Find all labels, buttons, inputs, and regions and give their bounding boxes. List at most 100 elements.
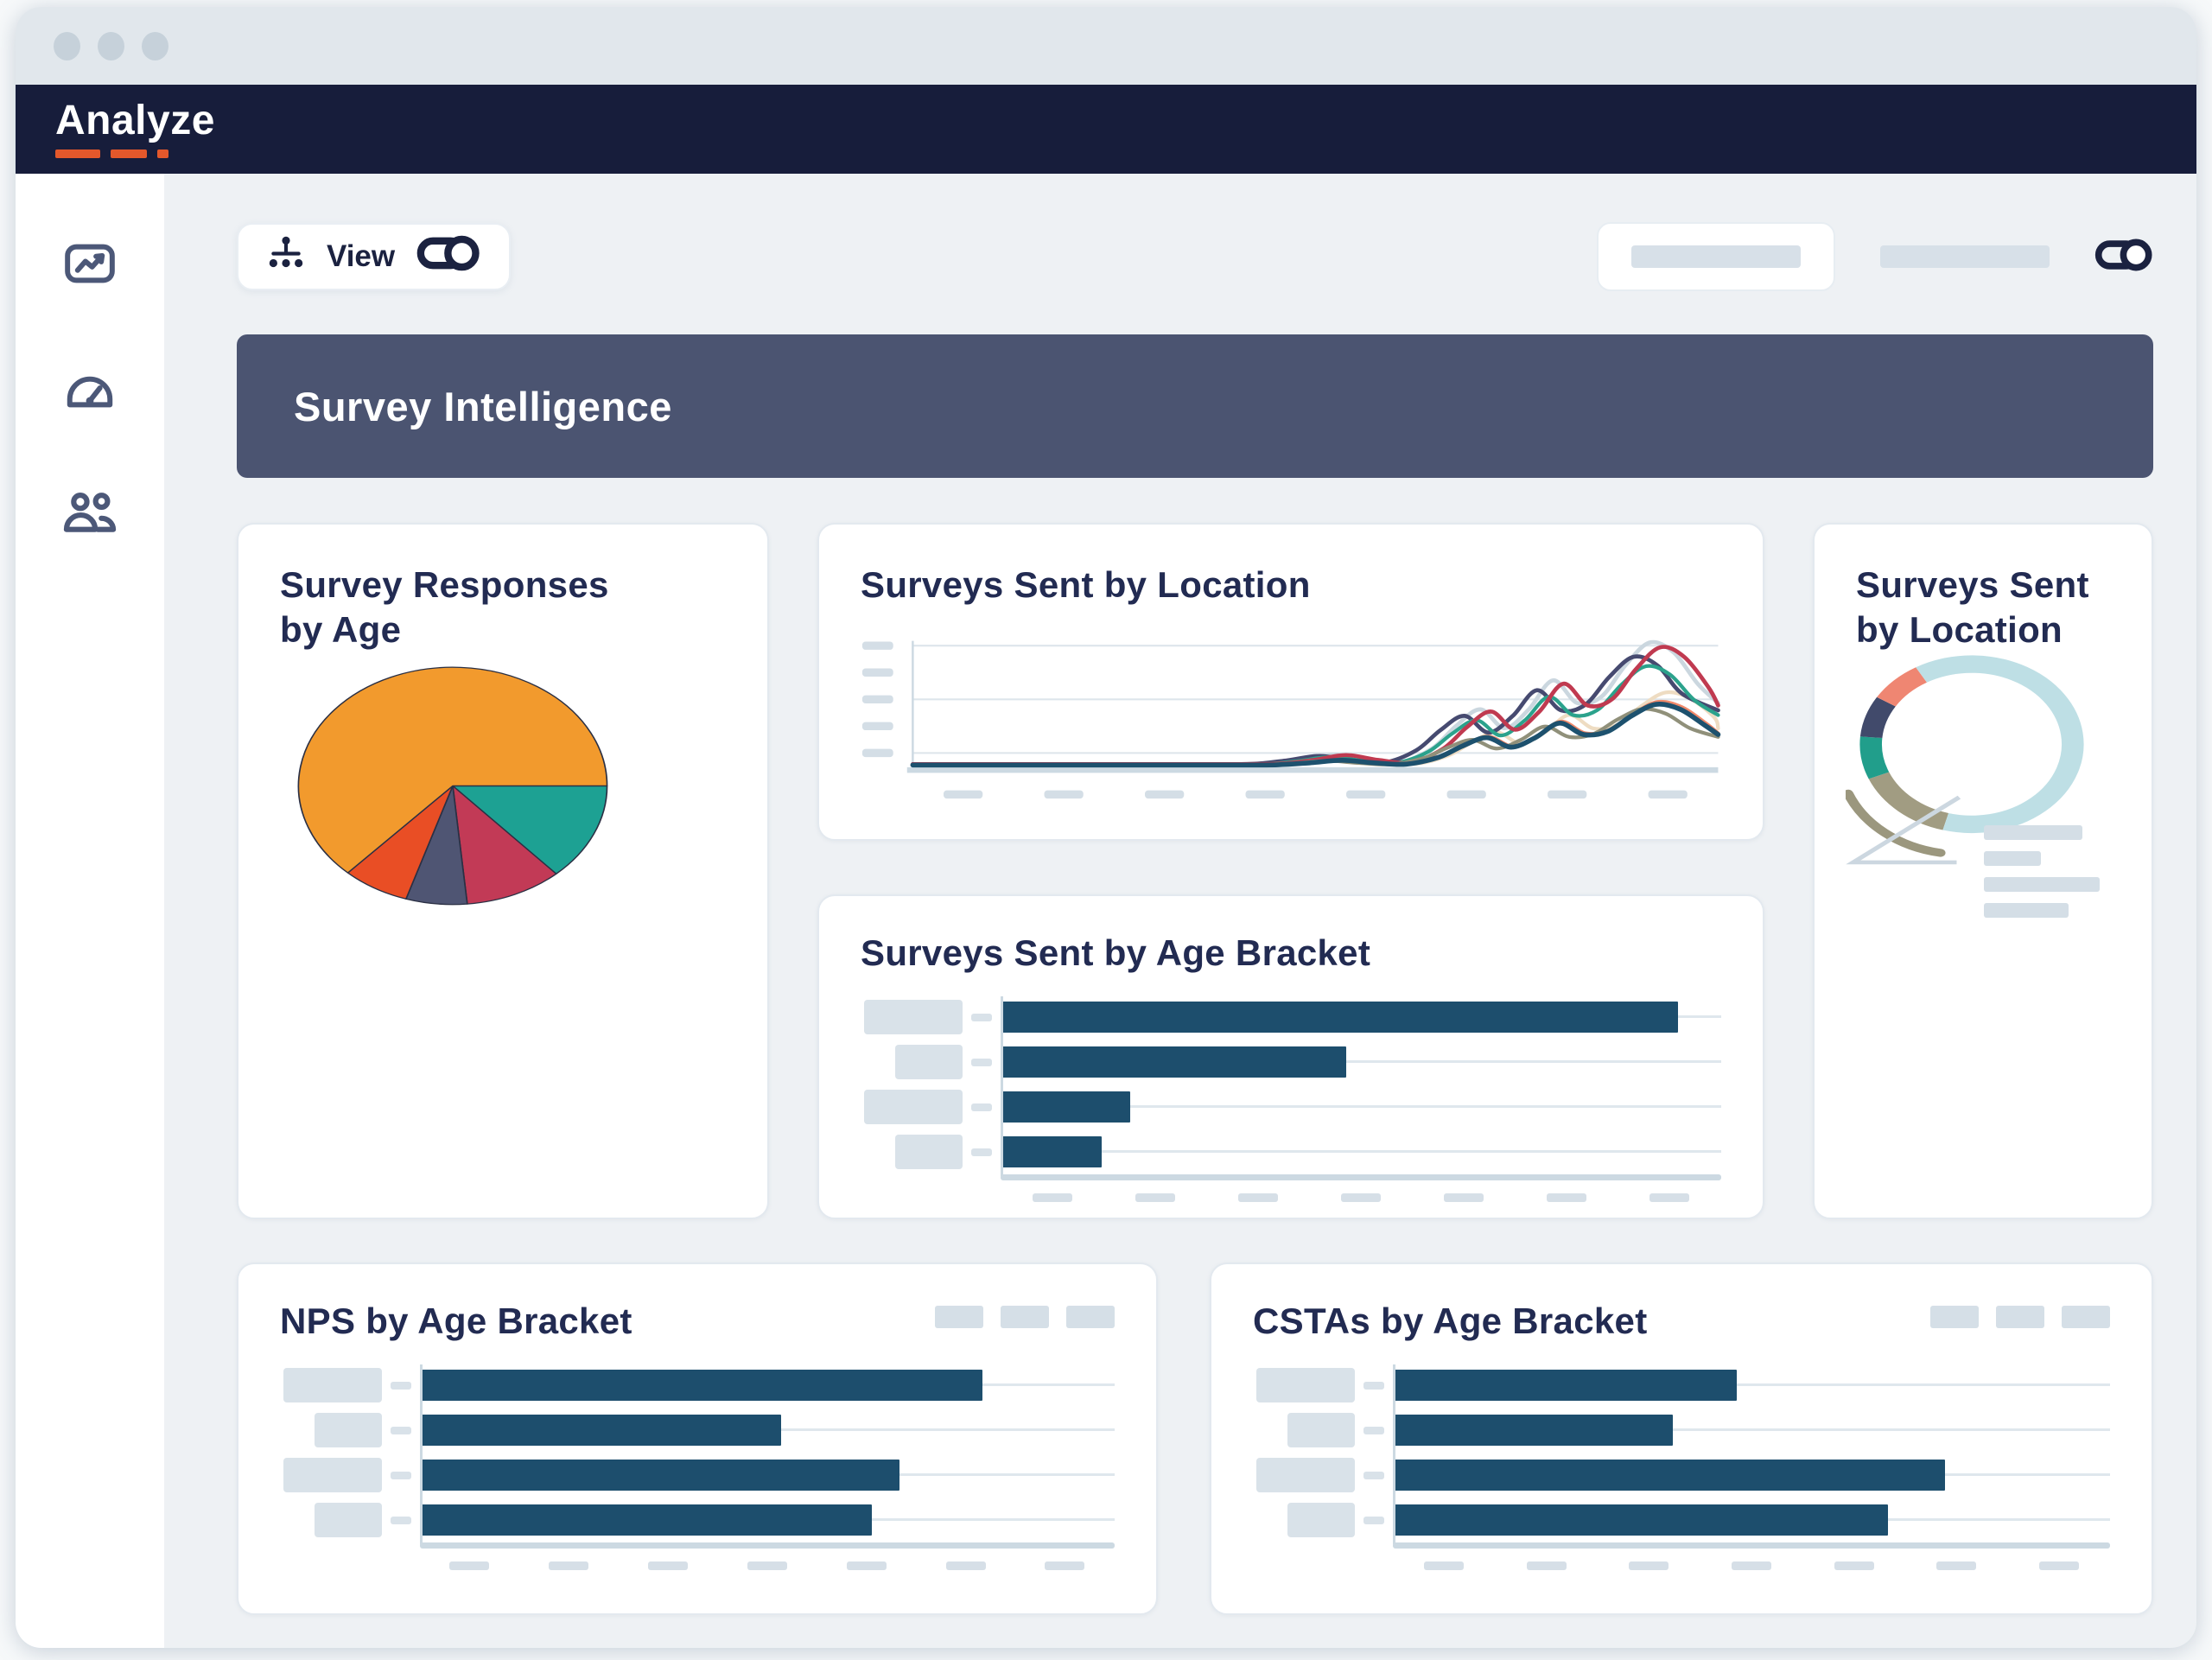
category-label-placeholder bbox=[315, 1503, 382, 1538]
brand: Analyze bbox=[55, 100, 215, 158]
gridline bbox=[1393, 1428, 2110, 1432]
sidebar-item-analytics[interactable] bbox=[63, 238, 117, 291]
bar bbox=[1001, 1002, 1678, 1034]
view-toggle-button[interactable]: View bbox=[237, 223, 512, 290]
category-label-placeholder bbox=[283, 1458, 382, 1493]
sitemap-icon bbox=[266, 233, 306, 281]
x-tick-placeholder bbox=[1649, 1193, 1690, 1203]
pie-chart bbox=[297, 666, 608, 906]
x-tick-placeholder bbox=[1648, 790, 1688, 799]
x-tick-placeholder bbox=[1547, 1193, 1587, 1203]
window-control-dot[interactable] bbox=[54, 31, 80, 60]
x-axis bbox=[1001, 1174, 1721, 1181]
card-title: Surveys Sent by Age Bracket bbox=[861, 932, 1371, 973]
section-title: Survey Intelligence bbox=[294, 383, 672, 429]
category-label-placeholder bbox=[315, 1413, 382, 1448]
tick-placeholder bbox=[971, 1148, 992, 1156]
donut-segment-light-blue bbox=[1916, 655, 2084, 834]
bar-track bbox=[420, 1408, 1115, 1453]
x-tick-placeholder bbox=[1424, 1561, 1465, 1571]
text-placeholder bbox=[1631, 245, 1801, 268]
x-axis-ticks bbox=[1393, 1549, 2110, 1571]
gridline bbox=[1001, 1060, 1721, 1064]
line-series-beige bbox=[911, 690, 1720, 767]
sidebar-item-users[interactable] bbox=[63, 487, 117, 540]
bar-track bbox=[1393, 1363, 2110, 1408]
tick-placeholder bbox=[391, 1426, 411, 1434]
bar-row bbox=[861, 1129, 1721, 1174]
toggle-on-icon[interactable] bbox=[2094, 233, 2153, 281]
x-tick-placeholder bbox=[1346, 790, 1386, 799]
tick-placeholder bbox=[391, 1381, 411, 1390]
x-tick-placeholder bbox=[747, 1561, 787, 1571]
bar bbox=[1393, 1504, 1888, 1536]
tick-placeholder bbox=[1363, 1471, 1384, 1479]
bar-track bbox=[420, 1453, 1115, 1498]
bar-chart bbox=[861, 995, 1721, 1203]
tick-placeholder bbox=[391, 1516, 411, 1524]
legend-swatch-placeholder bbox=[1996, 1306, 2044, 1328]
bar-row bbox=[280, 1453, 1115, 1498]
category-label-placeholder bbox=[864, 1000, 963, 1035]
bar-row bbox=[1253, 1453, 2110, 1498]
category-label-placeholder bbox=[1287, 1413, 1355, 1448]
section-banner: Survey Intelligence bbox=[237, 334, 2153, 478]
x-tick-placeholder bbox=[1548, 790, 1587, 799]
bar-track bbox=[1393, 1408, 2110, 1453]
y-axis bbox=[420, 1364, 423, 1545]
x-tick-placeholder bbox=[1834, 1561, 1874, 1571]
bar bbox=[420, 1504, 872, 1536]
gridline bbox=[1001, 1105, 1721, 1109]
donut-chart bbox=[1846, 655, 2084, 865]
x-axis-ticks bbox=[420, 1549, 1115, 1571]
main-content: View bbox=[164, 174, 2196, 1648]
bar-row bbox=[280, 1498, 1115, 1542]
x-tick-placeholder bbox=[1237, 1193, 1278, 1203]
card-surveys-sent-by-age-bracket: Surveys Sent by Age Bracket bbox=[817, 894, 1764, 1219]
line-series-teal bbox=[911, 664, 1720, 766]
sidebar-item-dashboard[interactable] bbox=[63, 362, 117, 416]
toggle-on-icon bbox=[416, 230, 481, 284]
x-tick-placeholder bbox=[449, 1561, 490, 1571]
toolbar-field-placeholder[interactable] bbox=[1597, 222, 1835, 291]
gauge-icon bbox=[63, 366, 117, 413]
pie-slice-teal bbox=[452, 785, 608, 875]
bar bbox=[1001, 1091, 1131, 1123]
bar-track bbox=[420, 1498, 1115, 1542]
donut-leader-line bbox=[1846, 795, 1961, 865]
x-tick-placeholder bbox=[1731, 1561, 1771, 1571]
donut-segment-slate bbox=[1859, 696, 1897, 739]
app-window: Analyze bbox=[16, 7, 2196, 1648]
y-tick-placeholder bbox=[861, 748, 893, 758]
bar bbox=[420, 1460, 899, 1491]
donut-text-placeholders bbox=[1984, 825, 2100, 918]
window-control-dot[interactable] bbox=[98, 31, 124, 60]
y-tick-placeholder bbox=[861, 722, 893, 731]
donut-segment-olive bbox=[1868, 772, 1949, 830]
x-tick-placeholder bbox=[846, 1561, 887, 1571]
top-navbar: Analyze bbox=[16, 85, 2196, 174]
legend-placeholders bbox=[935, 1306, 1115, 1328]
donut-segment-teal bbox=[1859, 736, 1890, 779]
bar-row bbox=[861, 1040, 1721, 1084]
x-tick-placeholder bbox=[943, 790, 983, 799]
line-series-silver bbox=[911, 639, 1720, 766]
x-tick-placeholder bbox=[1135, 1193, 1175, 1203]
y-axis bbox=[1393, 1364, 1395, 1545]
gridline bbox=[1001, 1150, 1721, 1154]
bar bbox=[1393, 1370, 1738, 1402]
brand-title: Analyze bbox=[55, 98, 215, 143]
bar bbox=[420, 1415, 782, 1447]
bar bbox=[1393, 1460, 1946, 1491]
y-tick-placeholder bbox=[861, 641, 893, 651]
x-tick-placeholder bbox=[648, 1561, 689, 1571]
tick-placeholder bbox=[971, 1013, 992, 1021]
toolbar: View bbox=[237, 222, 2153, 291]
tick-placeholder bbox=[391, 1471, 411, 1479]
bar-track bbox=[1001, 1129, 1721, 1174]
donut-detached-arc bbox=[1846, 789, 1946, 857]
bar-row bbox=[1253, 1498, 2110, 1542]
x-tick-placeholder bbox=[1045, 1561, 1085, 1571]
legend-swatch-placeholder bbox=[1066, 1306, 1115, 1328]
window-control-dot[interactable] bbox=[142, 31, 168, 60]
